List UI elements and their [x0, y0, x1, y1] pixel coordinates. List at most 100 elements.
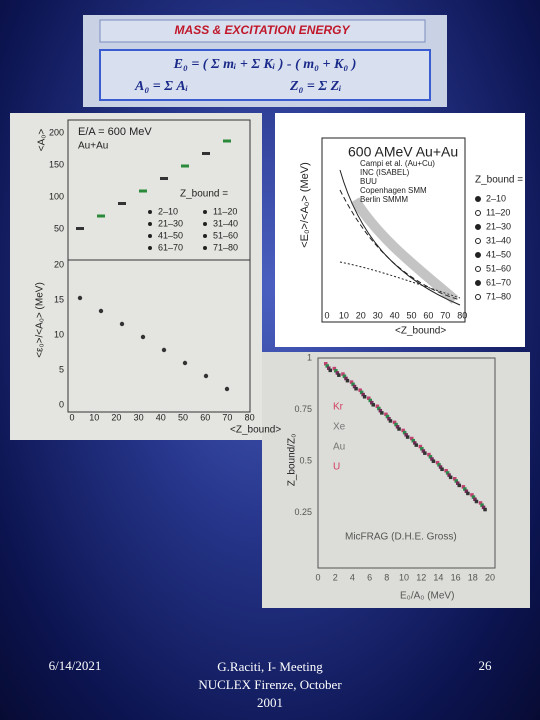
figure-top-right	[275, 113, 525, 347]
x-tick-label: 30	[373, 310, 383, 320]
point	[335, 371, 340, 375]
point	[371, 403, 375, 407]
point	[420, 447, 424, 451]
x-tick-label: 50	[178, 412, 188, 422]
point	[438, 465, 443, 469]
point	[119, 321, 125, 327]
point	[464, 489, 469, 493]
legend-marker	[475, 294, 481, 300]
x-tick-label: 14	[433, 572, 443, 582]
point	[160, 177, 168, 180]
point	[474, 499, 479, 504]
point	[161, 347, 167, 353]
legend-label: 11–20	[213, 206, 237, 216]
point	[182, 360, 188, 366]
point	[385, 414, 390, 419]
x-axis-label: <Z_bound>	[395, 326, 446, 337]
legend-marker	[148, 210, 152, 214]
point	[478, 501, 483, 505]
x-tick-label: 20	[111, 412, 121, 422]
point	[411, 438, 415, 443]
point	[437, 463, 441, 467]
point	[481, 505, 486, 510]
x-tick-label: 20	[485, 572, 495, 582]
x-tick-label: 12	[416, 572, 426, 582]
legend-label: Au	[333, 442, 345, 453]
point	[223, 139, 231, 143]
x-tick-label: 18	[468, 572, 478, 582]
point	[447, 473, 451, 477]
legend-title: Z_bound =	[180, 189, 228, 200]
point	[76, 227, 84, 230]
point	[444, 468, 448, 473]
point	[394, 422, 398, 427]
point	[454, 479, 458, 483]
point	[470, 493, 474, 497]
x-tick-label: 0	[324, 310, 329, 320]
formula: Z₀ = Σ Zᵢ	[289, 79, 342, 94]
point	[327, 366, 331, 370]
point	[463, 487, 467, 491]
x-tick-label: 70	[440, 310, 450, 320]
point	[334, 369, 338, 373]
footer-author: G.Raciti, I- Meeting NUCLEX Firenze, Oct…	[198, 659, 342, 710]
point	[413, 441, 417, 445]
legend-marker	[203, 246, 207, 250]
point	[224, 386, 230, 392]
point	[375, 404, 380, 409]
legend-marker	[203, 222, 207, 226]
point	[344, 376, 348, 381]
point	[118, 202, 126, 205]
legend-label: 41–50	[158, 230, 183, 240]
point	[98, 308, 104, 314]
point	[345, 378, 350, 383]
y-tick-label: 0	[59, 399, 64, 409]
x-tick-label: 60	[423, 310, 433, 320]
x-axis-label: <Z_bound>	[230, 425, 281, 436]
point	[471, 495, 476, 499]
figure-text: Au+Au	[78, 141, 108, 152]
point	[368, 398, 372, 403]
legend-marker	[148, 234, 152, 238]
data-band	[350, 197, 459, 304]
y-axis-label: Z_bound/Z₀	[287, 434, 298, 487]
x-tick-label: 40	[156, 412, 166, 422]
legend-label: U	[333, 462, 340, 473]
point	[456, 481, 460, 485]
point	[332, 366, 337, 371]
x-tick-label: 80	[245, 412, 255, 422]
point	[97, 214, 105, 218]
plot-frame	[321, 137, 466, 323]
point	[203, 373, 209, 379]
point	[448, 475, 453, 480]
point	[401, 428, 405, 433]
point	[342, 374, 347, 379]
point	[324, 362, 328, 366]
x-tick-label: 2	[333, 572, 338, 582]
x-tick-label: 0	[315, 572, 320, 582]
y-tick-label: 20	[54, 259, 64, 269]
point	[435, 460, 440, 465]
legend-label: 41–50	[486, 249, 511, 259]
model-curve	[339, 189, 461, 301]
legend-label: Campi et al. (Au+Cu)	[360, 159, 435, 168]
legend-label: INC (ISABEL)	[360, 168, 410, 177]
point	[354, 386, 358, 391]
y-tick-label: 150	[49, 159, 64, 169]
legend-label: Kr	[333, 402, 344, 413]
x-tick-label: 60	[200, 412, 210, 422]
footer-date: 6/14/2021	[48, 658, 102, 673]
point	[341, 372, 345, 376]
y-tick-label: 10	[54, 329, 64, 339]
point	[410, 436, 414, 441]
point	[402, 430, 407, 435]
point	[445, 471, 450, 475]
legend-label: Xe	[333, 422, 346, 433]
y-tick-label: 1	[307, 352, 312, 362]
y-tick-label: 0.5	[299, 455, 312, 465]
point	[388, 419, 393, 423]
legend-marker	[475, 280, 481, 286]
y-tick-label: 50	[54, 223, 64, 233]
formula: E₀ = ( Σ mᵢ + Σ Kᵢ ) - ( m₀ + K₀ )	[173, 57, 357, 72]
footer-page: 26	[478, 658, 492, 673]
